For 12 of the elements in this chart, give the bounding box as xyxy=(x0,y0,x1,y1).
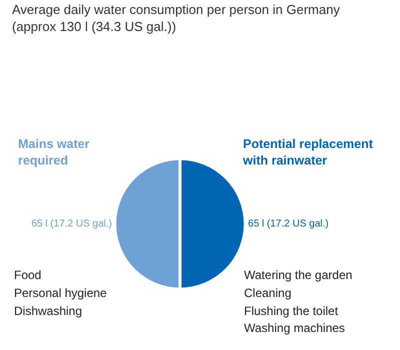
slice-label: Potential replacement with rainwater xyxy=(242,137,374,168)
text: Flushing the toilet xyxy=(244,304,339,318)
text: Personal hygiene xyxy=(14,286,108,300)
text: Washing machines xyxy=(244,321,345,335)
text: Watering the garden xyxy=(244,268,352,282)
data-label: 65 l (17.2 US gal.) xyxy=(248,218,329,230)
chart-title: Average daily water consumption per person in Germany (approx 130 l (34.3 US gal.)) xyxy=(12,2,340,34)
text: Cleaning xyxy=(244,286,292,300)
text: Food xyxy=(14,268,42,282)
data-label: 65 l (17.2 US gal.) xyxy=(31,218,112,230)
text: Dishwashing xyxy=(14,304,82,318)
slice-label: Mains water required xyxy=(18,137,90,168)
